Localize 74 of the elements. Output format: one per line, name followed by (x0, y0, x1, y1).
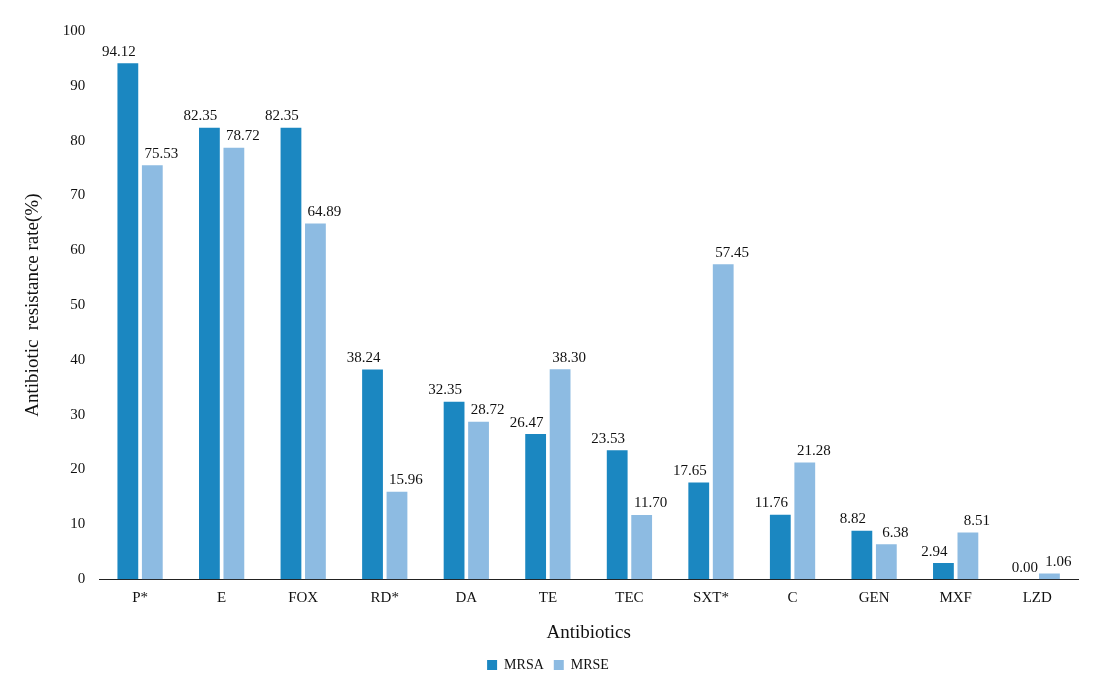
data-label: 64.89 (307, 202, 342, 219)
y-tick-label: 50 (70, 296, 86, 313)
bar (1039, 573, 1060, 580)
x-tick-label: FOX (288, 589, 319, 606)
data-label: 38.24 (346, 349, 381, 366)
y-tick-label: 90 (70, 76, 86, 93)
bar (794, 462, 816, 580)
data-label: 38.30 (552, 348, 586, 365)
bar (305, 223, 326, 580)
legend-label: MRSE (570, 656, 609, 672)
data-label: 82.35 (265, 107, 299, 124)
bar (631, 515, 653, 580)
data-label: 11.76 (754, 494, 789, 511)
y-tick-label: 30 (70, 405, 86, 422)
bar (688, 482, 710, 580)
data-label: 21.28 (796, 441, 831, 458)
bar (117, 63, 139, 580)
bar (223, 147, 245, 580)
bar (468, 421, 489, 580)
data-label: 32.35 (428, 381, 462, 398)
legend-label: MRSA (504, 656, 545, 672)
bar (606, 450, 628, 580)
y-tick-label: 10 (70, 515, 86, 532)
x-tick-label: TE (538, 589, 558, 606)
bar (712, 264, 734, 580)
bar (957, 532, 979, 580)
bar (525, 434, 547, 580)
x-tick-label: P* (132, 589, 148, 606)
data-label: 15.96 (389, 471, 424, 488)
x-tick-label: DA (455, 589, 478, 606)
x-tick-label: MXF (939, 589, 972, 606)
data-label: 28.72 (470, 401, 505, 418)
bar (549, 369, 571, 580)
bar (141, 165, 163, 580)
x-tick-label: E (217, 589, 227, 606)
data-label: 1.06 (1045, 552, 1073, 569)
x-tick-label: SXT* (693, 589, 729, 606)
data-label: 82.35 (183, 107, 218, 124)
y-tick-label: 70 (70, 186, 86, 203)
x-tick-label: RD* (370, 589, 399, 606)
x-tick-label: TEC (615, 589, 644, 606)
data-label: 23.53 (591, 429, 626, 446)
data-label: 78.72 (226, 127, 260, 144)
data-label: 17.65 (672, 461, 707, 478)
bar (851, 530, 873, 580)
y-tick-label: 100 (62, 21, 86, 38)
y-axis-title: Antibiotic resistance rate(%) (21, 193, 44, 417)
data-label: 0.00 (1011, 558, 1039, 575)
bar (769, 514, 791, 580)
bar (362, 369, 383, 580)
x-tick-label: LZD (1022, 589, 1052, 606)
data-label: 11.70 (634, 494, 668, 511)
bar (280, 127, 302, 580)
x-tick-label: GEN (858, 589, 890, 606)
data-label: 75.53 (144, 144, 179, 161)
bar (443, 401, 465, 580)
data-label: 94.12 (101, 42, 136, 59)
bar (386, 491, 408, 580)
data-label: 57.45 (715, 243, 750, 260)
y-tick-label: 40 (70, 350, 86, 367)
x-axis-title: Antibiotics (546, 620, 631, 642)
data-label: 2.94 (921, 542, 949, 559)
y-tick-label: 20 (70, 460, 86, 477)
y-tick-label: 80 (70, 131, 86, 148)
x-tick-label: C (787, 589, 798, 606)
bar (875, 544, 897, 580)
bar (199, 127, 220, 580)
data-label: 8.82 (839, 510, 866, 527)
data-label: 8.51 (963, 511, 991, 528)
data-label: 26.47 (509, 413, 545, 430)
bar (933, 563, 954, 580)
y-tick-label: 0 (77, 570, 86, 587)
y-tick-label: 60 (70, 241, 86, 258)
data-label: 6.38 (882, 523, 909, 540)
